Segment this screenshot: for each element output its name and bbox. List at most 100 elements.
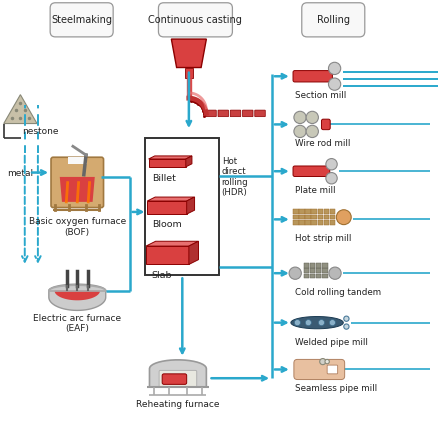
Circle shape xyxy=(336,210,350,225)
Circle shape xyxy=(319,359,325,365)
Text: Continuous casting: Continuous casting xyxy=(148,15,242,25)
Text: Seamless pipe mill: Seamless pipe mill xyxy=(294,384,377,392)
Text: Plate mill: Plate mill xyxy=(294,186,335,195)
Circle shape xyxy=(325,159,336,170)
Bar xyxy=(321,264,327,268)
Bar xyxy=(298,215,304,220)
Bar xyxy=(304,220,310,225)
Polygon shape xyxy=(147,201,186,215)
Polygon shape xyxy=(188,242,198,265)
Bar xyxy=(321,269,327,274)
Circle shape xyxy=(328,268,340,280)
Text: nestone: nestone xyxy=(22,127,59,135)
FancyBboxPatch shape xyxy=(254,111,265,117)
Circle shape xyxy=(305,112,318,124)
Bar xyxy=(298,220,304,225)
Text: Hot strip mill: Hot strip mill xyxy=(294,234,351,243)
FancyBboxPatch shape xyxy=(326,365,337,374)
Polygon shape xyxy=(146,242,198,247)
FancyBboxPatch shape xyxy=(205,111,216,117)
FancyBboxPatch shape xyxy=(292,166,329,177)
Bar xyxy=(292,215,298,220)
Bar xyxy=(304,215,310,220)
Bar xyxy=(317,210,322,215)
Polygon shape xyxy=(4,95,37,124)
FancyBboxPatch shape xyxy=(321,120,329,131)
Text: Bloom: Bloom xyxy=(151,220,181,229)
Bar xyxy=(317,220,322,225)
Text: Reheating furnace: Reheating furnace xyxy=(136,399,219,408)
Text: Hot
direct
rolling
(HDR): Hot direct rolling (HDR) xyxy=(221,157,248,197)
Bar xyxy=(315,264,321,268)
Bar xyxy=(329,210,335,215)
Bar xyxy=(67,158,87,164)
Bar xyxy=(329,220,335,225)
Bar xyxy=(303,274,308,279)
Polygon shape xyxy=(186,79,191,99)
FancyBboxPatch shape xyxy=(51,158,103,208)
Polygon shape xyxy=(185,156,191,167)
Polygon shape xyxy=(148,156,191,159)
Circle shape xyxy=(318,320,324,326)
Polygon shape xyxy=(49,285,106,311)
Text: Section mill: Section mill xyxy=(294,91,346,100)
Bar xyxy=(303,269,308,274)
Text: Rolling: Rolling xyxy=(316,15,349,25)
Polygon shape xyxy=(149,360,206,387)
Circle shape xyxy=(305,126,318,138)
FancyBboxPatch shape xyxy=(162,374,186,385)
Text: metal: metal xyxy=(7,169,33,178)
FancyBboxPatch shape xyxy=(218,111,228,117)
Circle shape xyxy=(293,320,300,326)
Circle shape xyxy=(324,360,328,364)
FancyBboxPatch shape xyxy=(293,360,344,380)
Bar xyxy=(309,269,314,274)
Text: Welded pipe mill: Welded pipe mill xyxy=(294,337,367,346)
Text: Billet: Billet xyxy=(151,173,175,182)
Polygon shape xyxy=(146,247,188,265)
Text: Cold rolling tandem: Cold rolling tandem xyxy=(294,288,381,297)
Circle shape xyxy=(304,320,311,326)
Bar xyxy=(323,210,328,215)
Text: Steelmaking: Steelmaking xyxy=(51,15,112,25)
Text: Basic oxygen furnace
(BOF): Basic oxygen furnace (BOF) xyxy=(28,217,126,236)
Circle shape xyxy=(288,268,300,280)
Bar xyxy=(323,220,328,225)
Bar xyxy=(304,210,310,215)
Circle shape xyxy=(293,112,305,124)
Bar xyxy=(321,274,327,279)
Text: Electric arc furnace
(EAF): Electric arc furnace (EAF) xyxy=(33,313,121,332)
Circle shape xyxy=(343,324,348,329)
FancyBboxPatch shape xyxy=(158,4,232,38)
Bar xyxy=(315,269,321,274)
Bar xyxy=(309,264,314,268)
Polygon shape xyxy=(186,198,194,215)
Polygon shape xyxy=(60,177,95,202)
Bar xyxy=(292,220,298,225)
Bar xyxy=(323,215,328,220)
Text: Slab: Slab xyxy=(151,271,172,279)
Circle shape xyxy=(328,79,340,91)
FancyBboxPatch shape xyxy=(242,111,252,117)
Circle shape xyxy=(325,173,336,184)
FancyBboxPatch shape xyxy=(292,71,332,83)
FancyBboxPatch shape xyxy=(50,4,113,38)
Bar xyxy=(311,215,316,220)
Polygon shape xyxy=(54,291,100,300)
Bar xyxy=(303,264,308,268)
Text: Wire rod mill: Wire rod mill xyxy=(294,139,350,148)
Bar xyxy=(317,215,322,220)
Polygon shape xyxy=(147,198,194,201)
FancyBboxPatch shape xyxy=(301,4,364,38)
Polygon shape xyxy=(171,40,206,68)
Bar xyxy=(309,274,314,279)
Bar xyxy=(311,220,316,225)
Bar xyxy=(145,138,219,276)
Circle shape xyxy=(328,63,340,75)
Bar xyxy=(292,210,298,215)
Bar xyxy=(329,215,335,220)
Circle shape xyxy=(328,320,335,326)
Bar xyxy=(298,210,304,215)
Bar xyxy=(311,210,316,215)
Polygon shape xyxy=(290,317,343,329)
